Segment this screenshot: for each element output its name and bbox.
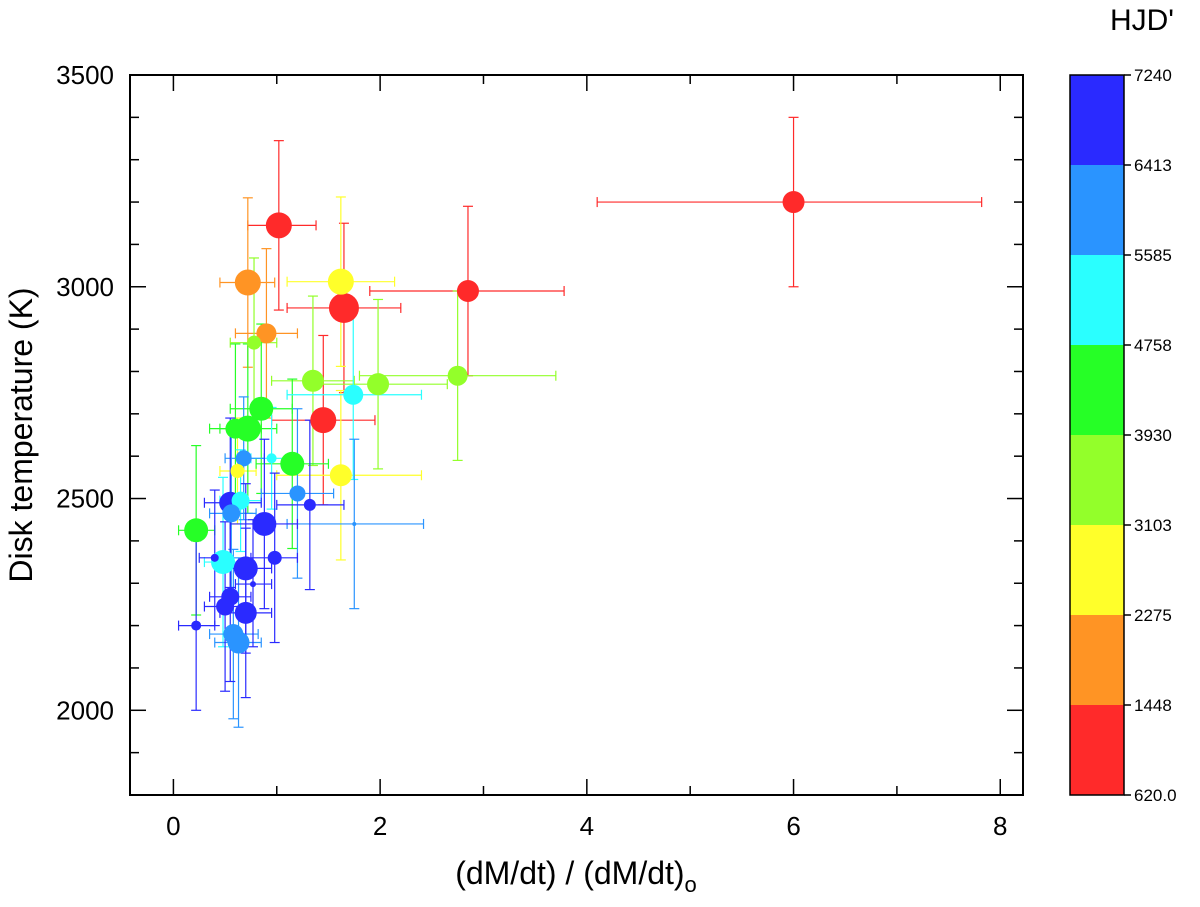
x-tick-label-0: 0 (166, 811, 180, 841)
data-point-7 (327, 268, 354, 295)
x-axis: 0 2 4 6 8 (166, 75, 1007, 841)
data-point-28 (222, 504, 241, 523)
x-axis-label-subscript: o (685, 872, 697, 897)
x-tick-label-2: 4 (580, 811, 594, 841)
colorbar-tick-label-1: 1448 (1134, 696, 1172, 715)
colorbar: HJD' 620.0 1448 2275 3103 3930 4758 5585 6413 72… (1069, 4, 1177, 805)
data-point-19 (343, 384, 364, 405)
data-point-16 (225, 418, 246, 439)
y-tick-label-1: 2500 (56, 484, 114, 514)
data-point-36 (267, 550, 282, 565)
colorbar-tick-label-2: 2275 (1134, 606, 1172, 625)
data-point-3 (328, 292, 359, 323)
data-point-20 (211, 550, 236, 575)
data-point-39 (249, 581, 256, 588)
data-point-5 (234, 269, 261, 296)
y-tick-label-3: 3500 (56, 60, 114, 90)
data-point-10 (447, 365, 468, 386)
colorbar-tick-label-5: 4758 (1134, 336, 1172, 355)
data-point-25 (352, 521, 357, 526)
colorbar-segment-4 (1070, 345, 1124, 435)
data-point-35 (191, 620, 202, 631)
errorbar-layer (177, 116, 983, 728)
x-tick-label-4: 8 (993, 811, 1007, 841)
plot-frame (129, 74, 1024, 796)
colorbar-segment-1 (1070, 615, 1124, 705)
data-point-26 (223, 624, 244, 645)
colorbar-tick-label-3: 3103 (1134, 516, 1172, 535)
data-point-11 (367, 373, 390, 396)
colorbar-segments (1070, 75, 1124, 795)
data-point-38 (210, 553, 219, 562)
data-point-24 (289, 485, 306, 502)
data-point-37 (303, 498, 316, 511)
data-point-12 (301, 369, 324, 392)
y-tick-label-2: 3000 (56, 272, 114, 302)
colorbar-segment-6 (1070, 165, 1124, 255)
x-axis-label-main: (dM/dt) / (dM/dt) (455, 855, 684, 891)
colorbar-tick-label-7: 6413 (1134, 156, 1172, 175)
data-point-13 (247, 335, 262, 350)
data-point-22 (231, 491, 250, 510)
data-point-9 (230, 464, 245, 478)
data-point-14 (249, 396, 274, 421)
colorbar-segment-0 (1070, 705, 1124, 795)
data-point-30 (252, 511, 277, 536)
data-point-6 (256, 323, 277, 344)
colorbar-segment-7 (1070, 75, 1124, 165)
colorbar-tick-label-0: 620.0 (1134, 786, 1177, 805)
data-point-0 (782, 191, 805, 214)
colorbar-segment-5 (1070, 255, 1124, 345)
colorbar-tick-label-8: 7240 (1134, 66, 1172, 85)
data-point-23 (235, 450, 252, 467)
data-point-33 (216, 597, 235, 616)
data-point-34 (234, 601, 257, 624)
data-point-21 (266, 453, 277, 464)
x-axis-label: (dM/dt) / (dM/dt)o (455, 855, 697, 897)
data-point-8 (329, 464, 352, 487)
y-axis-label: Disk temperature (K) (3, 287, 39, 582)
colorbar-title: HJD' (1110, 4, 1174, 37)
colorbar-tick-label-4: 3930 (1134, 426, 1172, 445)
data-point-31 (233, 556, 258, 581)
colorbar-tick-label-6: 5585 (1134, 246, 1172, 265)
colorbar-ticks: 620.0 1448 2275 3103 3930 4758 5585 6413 7240 (1124, 66, 1177, 805)
data-point-1 (265, 212, 292, 239)
y-axis: 2000 2500 3000 3500 (56, 60, 1023, 796)
y-tick-label-0: 2000 (56, 695, 114, 725)
colorbar-segment-2 (1070, 525, 1124, 615)
data-point-18 (184, 518, 209, 543)
data-point-4 (310, 407, 337, 434)
x-tick-label-1: 2 (373, 811, 387, 841)
marker-layer (184, 191, 805, 654)
data-point-17 (280, 451, 305, 476)
colorbar-segment-3 (1070, 435, 1124, 525)
data-point-2 (456, 280, 479, 302)
x-tick-label-3: 6 (786, 811, 800, 841)
